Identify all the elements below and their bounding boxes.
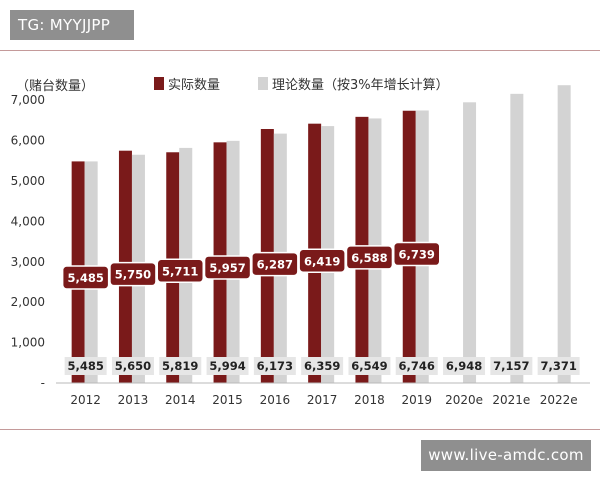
bar-chart: （赌台数量） 实际数量 理论数量（按3%年增长计算） - 1,000 2,000 3,… — [11, 77, 590, 407]
label-box-theoretical — [301, 357, 344, 375]
data-label-actual: 5,711 — [162, 264, 198, 278]
label-box-actual — [156, 258, 204, 284]
label-box-actual — [61, 265, 110, 290]
legend-swatch-actual — [154, 77, 164, 90]
telegram-watermark: TG: MYYJJPP — [10, 10, 134, 40]
data-label-theoretical: 6,746 — [399, 359, 435, 373]
x-tick-label: 2013 — [118, 393, 149, 407]
data-label-actual: 6,739 — [399, 248, 435, 262]
x-tick-label: 2018 — [354, 393, 385, 407]
x-tick-label: 2014 — [165, 393, 196, 407]
x-axis: 2012 2013 2014 2015 2016 2017 2018 2019 2020e 202… — [70, 393, 577, 407]
y-tick-label: 3,000 — [11, 255, 45, 269]
data-label-actual: 5,957 — [209, 261, 245, 275]
bar-theoretical-2022e — [557, 85, 571, 383]
data-label-theoretical: 7,157 — [493, 359, 529, 373]
data-label-theoretical: 6,359 — [304, 359, 340, 373]
data-labels: 5,485 5,485 5,650 5,750 5,819 5,711 5,994 5,957… — [61, 241, 580, 375]
label-box-actual — [109, 261, 157, 287]
bar-theoretical-2020e — [463, 102, 477, 384]
label-box-theoretical — [159, 357, 202, 375]
label-box-theoretical — [443, 357, 486, 375]
y-tick-label: 4,000 — [11, 214, 45, 228]
label-box-theoretical — [64, 357, 107, 375]
y-tick-label: - — [41, 376, 45, 390]
data-label-theoretical: 5,994 — [209, 359, 245, 373]
x-tick-label: 2015 — [212, 393, 243, 407]
legend: 实际数量 理论数量（按3%年增长计算） — [154, 77, 449, 93]
y-axis: - 1,000 2,000 3,000 4,000 5,000 6,000 7,000 — [11, 93, 45, 390]
y-tick-label: 6,000 — [11, 134, 45, 148]
data-label-theoretical: 5,485 — [67, 359, 103, 373]
data-label-theoretical: 6,173 — [257, 359, 293, 373]
bottom-divider — [0, 429, 600, 430]
label-box-actual — [298, 248, 346, 273]
label-box-theoretical — [490, 357, 533, 375]
data-label-actual: 6,419 — [304, 254, 340, 268]
label-box-actual — [251, 251, 299, 277]
legend-label-theoretical: 理论数量（按3%年增长计算） — [272, 78, 449, 93]
data-label-theoretical: 7,371 — [540, 359, 576, 373]
label-box-theoretical — [395, 357, 438, 375]
top-divider — [0, 50, 600, 51]
x-tick-label: 2021e — [492, 393, 530, 407]
y-tick-label: 1,000 — [11, 336, 45, 350]
label-box-theoretical — [537, 357, 580, 375]
data-label-theoretical: 5,650 — [115, 359, 151, 373]
x-tick-label: 2016 — [260, 393, 291, 407]
data-label-actual: 6,588 — [351, 251, 387, 265]
x-tick-label: 2022e — [540, 393, 578, 407]
bars — [71, 85, 571, 384]
data-label-actual: 5,485 — [67, 271, 103, 285]
label-box-theoretical — [111, 357, 154, 375]
label-box-theoretical — [253, 357, 296, 375]
data-label-actual: 5,750 — [115, 268, 151, 282]
data-label-actual: 6,287 — [257, 258, 293, 272]
x-tick-label: 2019 — [401, 393, 432, 407]
data-label-theoretical: 6,549 — [351, 359, 387, 373]
label-box-actual — [345, 245, 394, 270]
x-tick-label: 2020e — [445, 393, 483, 407]
data-label-theoretical: 6,948 — [446, 359, 482, 373]
data-label-theoretical: 5,819 — [162, 359, 198, 373]
label-box-actual — [203, 255, 252, 280]
legend-label-actual: 实际数量 — [168, 78, 220, 93]
bar-theoretical-2021e — [510, 93, 524, 383]
x-tick-label: 2017 — [307, 393, 338, 407]
y-tick-label: 5,000 — [11, 174, 45, 188]
label-box-theoretical — [348, 357, 391, 375]
website-watermark: www.live-amdc.com — [421, 440, 591, 471]
x-tick-label: 2012 — [70, 393, 101, 407]
y-tick-label: 7,000 — [11, 93, 45, 107]
y-tick-label: 2,000 — [11, 295, 45, 309]
y-axis-label: （赌台数量） — [16, 79, 94, 94]
legend-swatch-theoretical — [258, 77, 268, 90]
label-box-theoretical — [206, 357, 249, 375]
label-box-actual — [393, 241, 441, 267]
